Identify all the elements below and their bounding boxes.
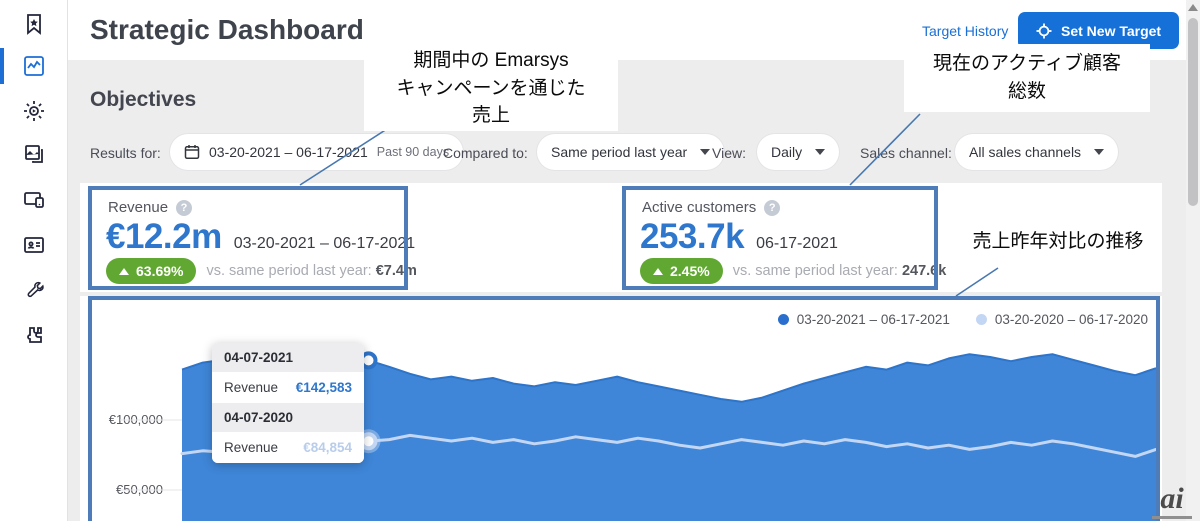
devices-icon (24, 192, 44, 208)
sidebar-item-automation[interactable] (0, 89, 68, 133)
view-dropdown[interactable]: Daily (757, 134, 839, 170)
gear-play-icon (24, 101, 44, 121)
legend-label-current: 03-20-2021 – 06-17-2021 (796, 312, 950, 327)
sidebar-item-contacts[interactable] (0, 223, 68, 267)
chevron-down-icon (815, 149, 826, 155)
date-range-value: 03-20-2021 – 06-17-2021 (209, 144, 368, 160)
sidebar-item-bookmarks[interactable] (0, 2, 68, 46)
scrollbar-thumb[interactable] (1188, 18, 1198, 206)
legend-label-previous: 03-20-2020 – 06-17-2020 (994, 312, 1148, 327)
kpi-revenue-title-row: Revenue ? (108, 199, 193, 216)
tooltip-value-current: €142,583 (295, 380, 352, 395)
sidebar-item-admin[interactable] (0, 268, 68, 312)
kpi-customers-date: 06-17-2021 (756, 235, 838, 252)
kpi-customers-change-row: 2.45% vs. same period last year: 247.6k (640, 258, 946, 284)
legend-item-previous[interactable]: 03-20-2020 – 06-17-2020 (975, 312, 1148, 327)
view-value: Daily (771, 144, 803, 160)
kpi-customers-title-row: Active customers ? (642, 199, 781, 216)
set-new-target-label: Set New Target (1061, 22, 1162, 39)
results-for-label: Results for: (90, 145, 161, 161)
kpi-revenue-change-badge: 63.69% (106, 258, 197, 284)
puzzle-icon (27, 327, 42, 343)
legend-item-current[interactable]: 03-20-2021 – 06-17-2021 (777, 312, 950, 327)
scroll-up-arrow-icon[interactable] (1188, 4, 1198, 11)
sales-channel-dropdown[interactable]: All sales channels (955, 134, 1119, 170)
legend-dot-previous (975, 314, 987, 325)
chevron-down-icon (1094, 149, 1105, 155)
sales-channel-label: Sales channel: (860, 145, 952, 161)
bookmark-star-icon (27, 14, 41, 35)
date-range-hint: Past 90 days (376, 145, 450, 159)
compared-to-dropdown[interactable]: Same period last year (537, 134, 725, 170)
sidebar-item-creatives[interactable] (0, 132, 68, 176)
kpi-customers-vs: vs. same period last year: 247.6k (732, 263, 947, 279)
sales-channel-value: All sales channels (969, 144, 1082, 160)
tooltip-row-current: Revenue €142,583 (212, 372, 364, 403)
help-icon[interactable]: ? (176, 199, 193, 216)
target-history-link[interactable]: Target History (922, 23, 1009, 39)
view-label: View: (712, 145, 746, 161)
up-arrow-icon (119, 267, 129, 275)
legend-dot-current (777, 314, 789, 325)
set-new-target-button[interactable]: Set New Target (1018, 12, 1180, 49)
kpi-revenue-date: 03-20-2021 – 06-17-2021 (233, 235, 416, 252)
active-indicator (0, 48, 4, 84)
tooltip-date-current: 04-07-2021 (212, 343, 364, 372)
chart-tooltip: 04-07-2021 Revenue €142,583 04-07-2020 R… (212, 343, 364, 463)
up-arrow-icon (653, 267, 663, 275)
kpi-revenue-vs: vs. same period last year: €7.4m (206, 263, 417, 279)
watermark-logo: ai (1160, 482, 1184, 515)
kpi-revenue-title: Revenue (108, 199, 169, 216)
scrollbar-track[interactable] (1186, 0, 1200, 521)
creatives-image-icon (25, 145, 43, 163)
annotation-trend-note: 売上昨年対比の推移 (960, 223, 1156, 261)
sidebar (0, 0, 68, 521)
kpi-customers-title: Active customers (642, 199, 757, 216)
help-icon[interactable]: ? (764, 199, 781, 216)
tooltip-value-previous: €84,854 (303, 440, 352, 455)
kpi-revenue-value-row: €12.2m 03-20-2021 – 06-17-2021 (106, 217, 415, 257)
kpi-customers-change-badge: 2.45% (640, 258, 723, 284)
date-range-picker[interactable]: 03-20-2021 – 06-17-2021 Past 90 days (170, 134, 464, 170)
crosshair-icon (1036, 23, 1052, 39)
tooltip-date-previous: 04-07-2020 (212, 403, 364, 432)
page-title: Strategic Dashboard (90, 14, 364, 45)
chevron-down-icon (700, 149, 711, 155)
sidebar-item-analytics[interactable] (0, 44, 68, 88)
calendar-icon (184, 144, 200, 160)
annotation-customers-note: 現在のアクティブ顧客 総数 (904, 44, 1150, 112)
watermark: ai (1152, 484, 1192, 519)
kpi-customers-value-row: 253.7k 06-17-2021 (640, 217, 838, 257)
wrench-icon (27, 281, 44, 298)
annotation-revenue-note: 期間中の Emarsys キャンペーンを通じた 売上 (364, 46, 618, 131)
sidebar-item-addons[interactable] (0, 313, 68, 357)
kpi-revenue-change-row: 63.69% vs. same period last year: €7.4m (106, 258, 417, 284)
contact-card-icon (24, 237, 44, 253)
kpi-customers-value: 253.7k (640, 217, 745, 256)
tooltip-row-previous: Revenue €84,854 (212, 432, 364, 463)
line-chart-icon (24, 56, 44, 76)
section-title: Objectives (90, 88, 197, 111)
compared-to-label: Compared to: (443, 145, 528, 161)
kpi-revenue-value: €12.2m (106, 217, 222, 256)
compared-to-value: Same period last year (551, 144, 688, 160)
watermark-caption-bar (1152, 516, 1192, 519)
sidebar-item-channels[interactable] (0, 178, 68, 222)
chart-legend: 03-20-2021 – 06-17-2021 03-20-2020 – 06-… (0, 312, 1148, 327)
